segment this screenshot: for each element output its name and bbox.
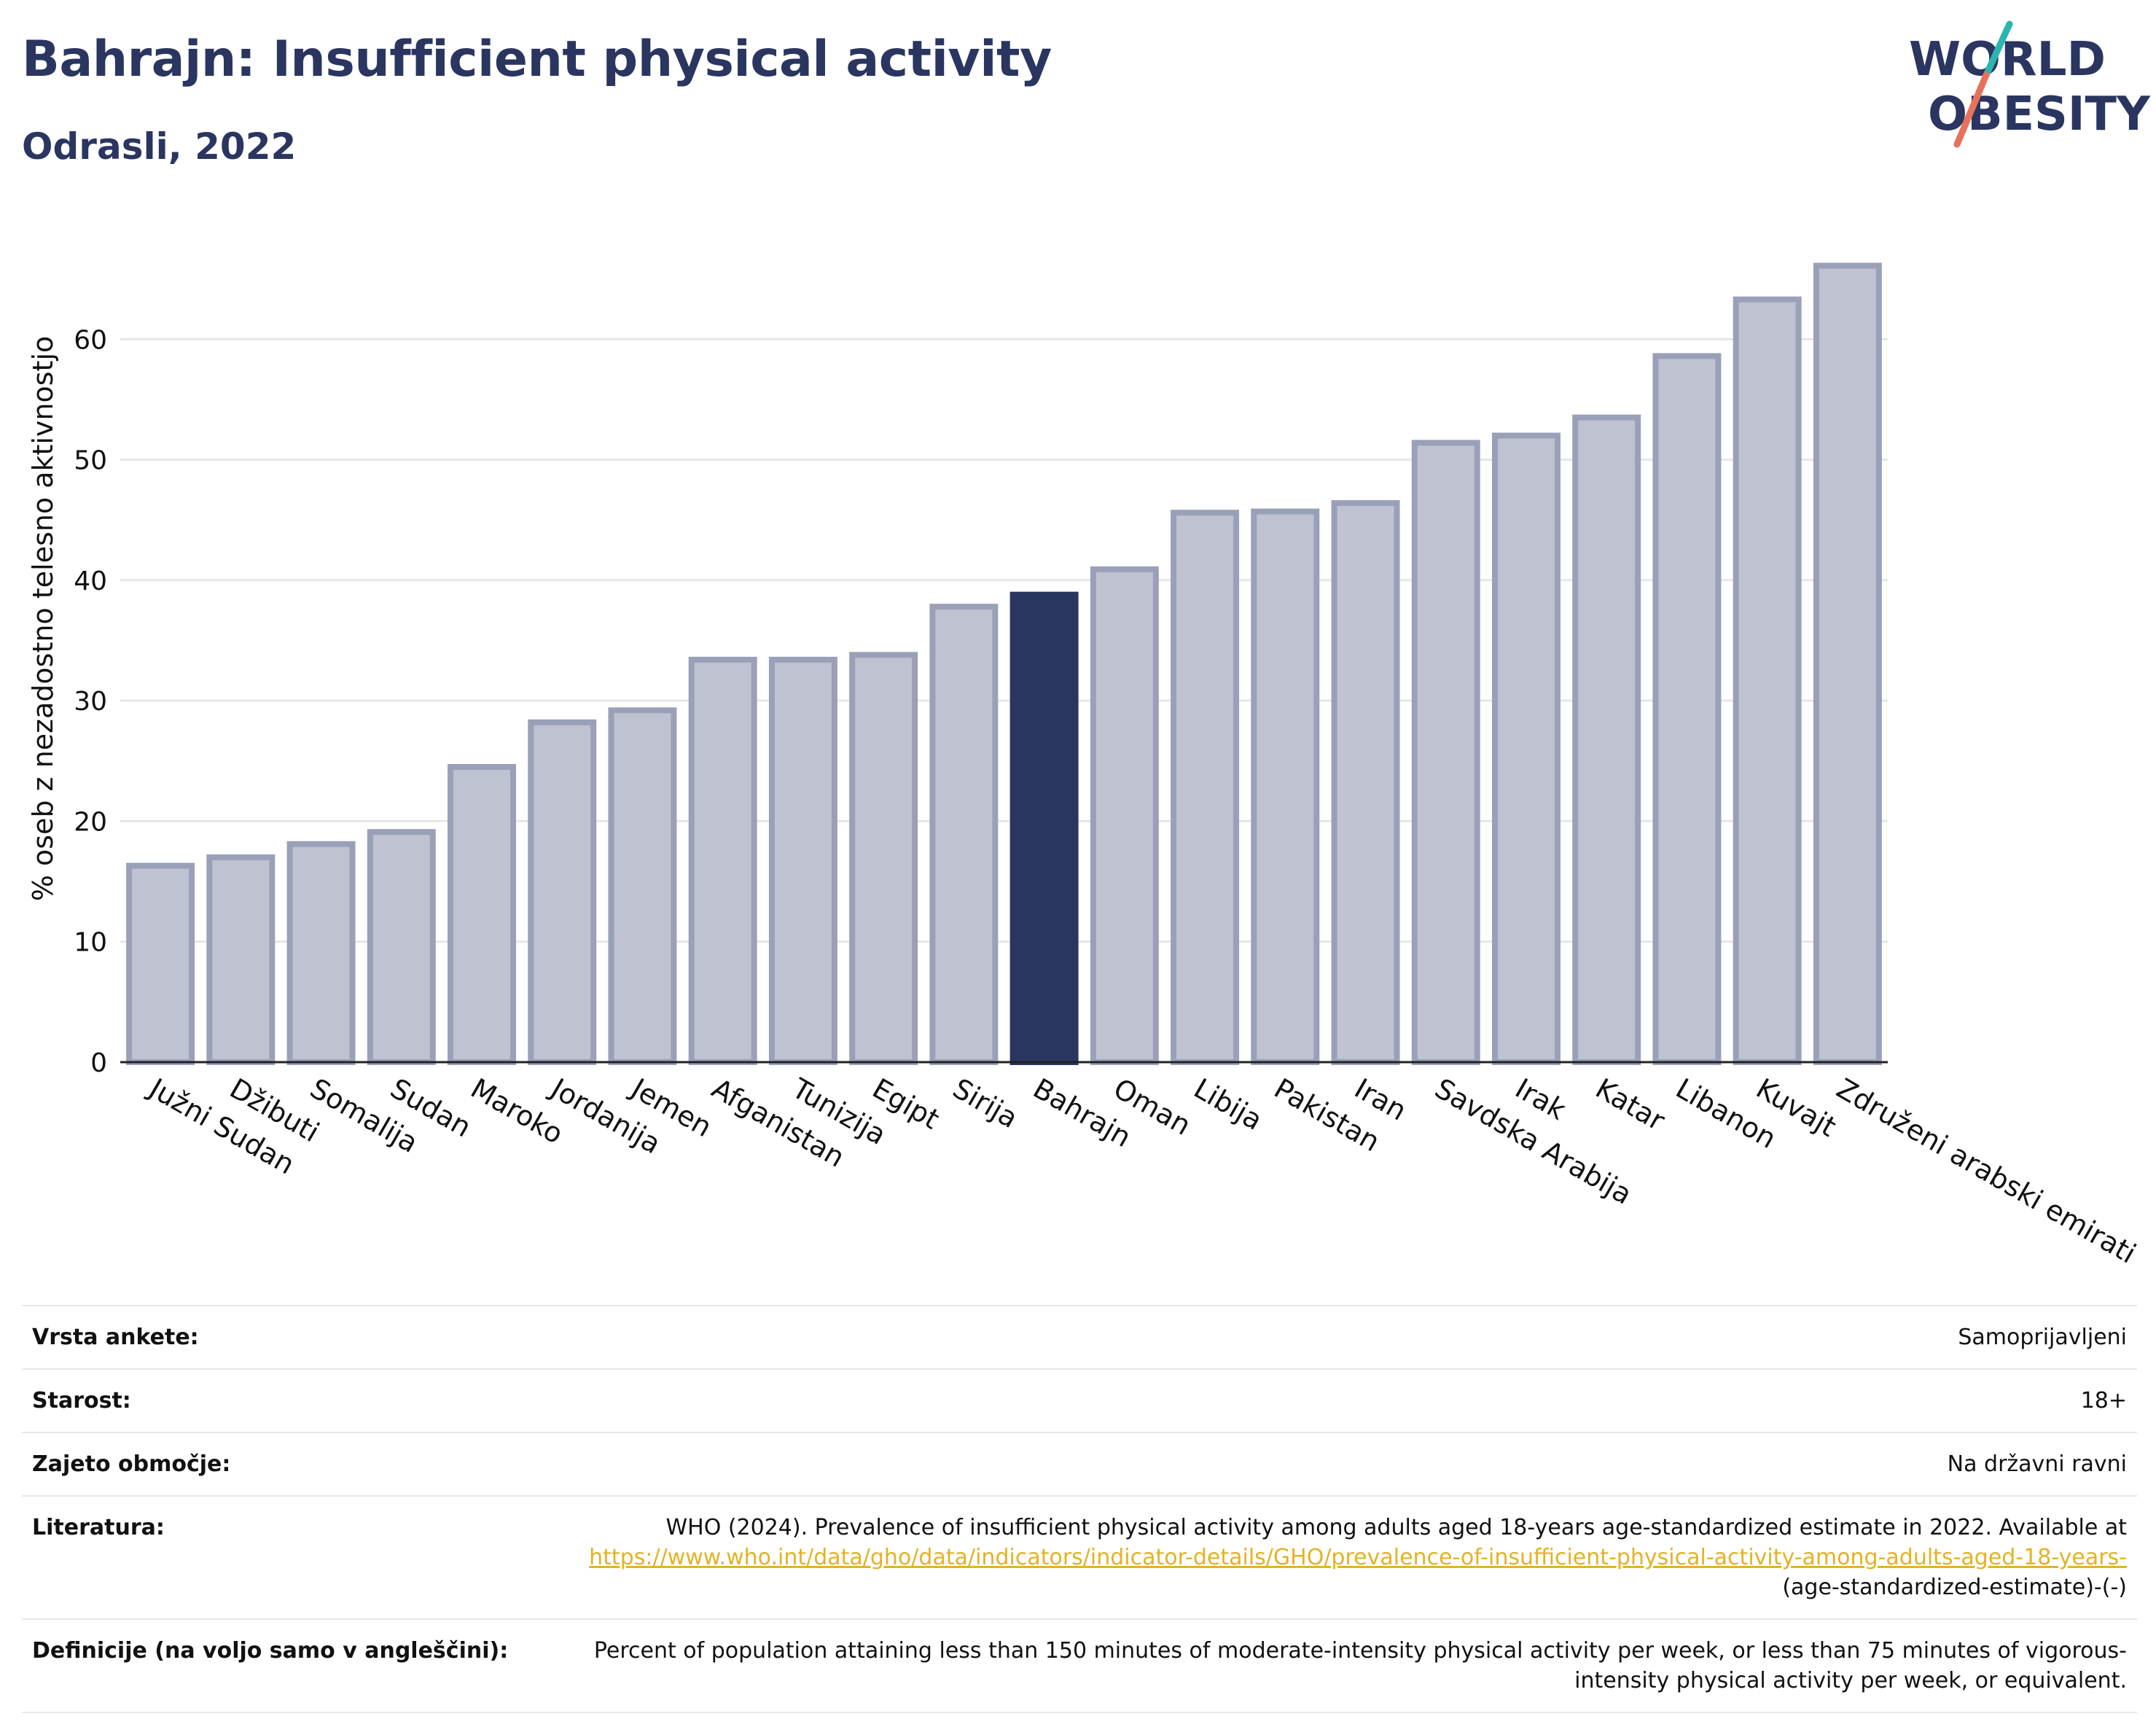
bar xyxy=(1813,262,1882,1065)
meta-value: Percent of population attaining less tha… xyxy=(552,1618,2137,1713)
meta-row-survey: Vrsta ankete: Samoprijavljeni xyxy=(22,1305,2137,1370)
bar xyxy=(1251,508,1320,1065)
literature-link[interactable]: https://www.who.int/data/gho/data/indica… xyxy=(589,1545,2127,1570)
meta-label: Vrsta ankete: xyxy=(22,1305,552,1370)
world-obesity-logo: WORLD OBESITY xyxy=(1909,20,2151,148)
meta-value: Samoprijavljeni xyxy=(552,1305,2137,1370)
bar xyxy=(528,719,597,1065)
y-tick-label: 20 xyxy=(74,807,107,837)
y-tick-label: 30 xyxy=(74,687,107,717)
bar xyxy=(1331,500,1400,1065)
bar xyxy=(1572,414,1641,1065)
y-tick-label: 10 xyxy=(74,928,107,958)
y-tick-label: 50 xyxy=(74,446,107,476)
y-tick-label: 40 xyxy=(74,566,107,596)
bars xyxy=(126,262,1882,1066)
meta-label: Literatura: xyxy=(22,1495,552,1620)
chart-title: Bahrajn: Insufficient physical activity xyxy=(22,31,1052,88)
y-axis-ticks: 0 10 20 30 40 50 60 xyxy=(74,325,107,1078)
logo-slash-top xyxy=(1983,20,2013,79)
x-tick-label: Združeni arabski emirati xyxy=(1831,1072,2141,1270)
literature-value: WHO (2024). Prevalence of insufficient p… xyxy=(552,1495,2137,1620)
x-tick-label: Katar xyxy=(1590,1072,1671,1137)
bar xyxy=(1090,566,1159,1065)
bar xyxy=(688,656,757,1065)
logo-slash-bottom xyxy=(1953,71,1990,148)
meta-row-age: Starost: 18+ xyxy=(22,1368,2137,1433)
logo-line1: WORLD xyxy=(1909,33,2106,87)
bar-chart: 0 10 20 30 40 50 60 Južni SudanDžibutiSomalija… xyxy=(27,262,2141,1270)
meta-label: Zajeto območje: xyxy=(22,1432,552,1497)
bar xyxy=(367,829,436,1066)
meta-row-literature: Literatura: WHO (2024). Prevalence of in… xyxy=(22,1495,2137,1620)
meta-row-definition: Definicije (na voljo samo v angleščini):… xyxy=(22,1618,2137,1713)
bar xyxy=(448,764,517,1066)
bar xyxy=(929,604,999,1065)
meta-value: Na državni ravni xyxy=(552,1432,2137,1497)
bar xyxy=(1411,440,1480,1065)
bar xyxy=(1733,296,1802,1065)
bar xyxy=(126,862,195,1065)
meta-label: Starost: xyxy=(22,1368,552,1433)
bar xyxy=(1491,432,1561,1065)
bar xyxy=(1171,510,1240,1065)
chart-subtitle: Odrasli, 2022 xyxy=(22,125,297,168)
meta-label: Definicije (na voljo samo v angleščini): xyxy=(22,1618,552,1713)
bar xyxy=(206,854,276,1065)
y-tick-label: 60 xyxy=(74,325,107,355)
meta-row-coverage: Zajeto območje: Na državni ravni xyxy=(22,1432,2137,1497)
y-tick-label: 0 xyxy=(90,1048,107,1078)
bar-highlight xyxy=(1009,591,1079,1065)
bar xyxy=(768,656,837,1065)
metadata-table: Vrsta ankete: Samoprijavljeni Starost: 1… xyxy=(22,1305,2137,1713)
y-axis-label: % oseb z nezadostno telesno aktivnostjo xyxy=(27,336,59,902)
x-axis-ticks: Južni SudanDžibutiSomalijaSudanMarokoJor… xyxy=(143,1072,2141,1270)
meta-value: 18+ xyxy=(552,1368,2137,1433)
x-tick-label: Maroko xyxy=(466,1072,569,1150)
literature-text: WHO (2024). Prevalence of insufficient p… xyxy=(665,1515,2127,1540)
bar xyxy=(608,707,677,1065)
bar xyxy=(1652,353,1722,1065)
x-tick-label: Libija xyxy=(1189,1072,1268,1136)
x-tick-label: Sirija xyxy=(948,1072,1023,1134)
literature-suffix: (age-standardized-estimate)-(-) xyxy=(1782,1575,2127,1600)
bar xyxy=(286,841,356,1066)
bar xyxy=(849,652,918,1065)
